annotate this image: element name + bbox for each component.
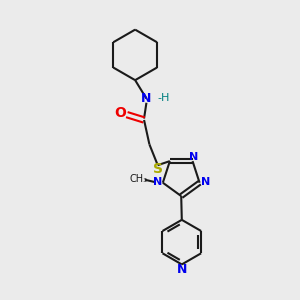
Text: N: N bbox=[201, 177, 210, 187]
Text: N: N bbox=[177, 263, 187, 276]
Text: CH₃: CH₃ bbox=[130, 174, 148, 184]
Text: -H: -H bbox=[158, 93, 170, 103]
Text: N: N bbox=[153, 177, 162, 187]
Text: O: O bbox=[114, 106, 126, 120]
Text: N: N bbox=[141, 92, 152, 105]
Text: S: S bbox=[153, 162, 163, 176]
Text: N: N bbox=[189, 152, 198, 162]
